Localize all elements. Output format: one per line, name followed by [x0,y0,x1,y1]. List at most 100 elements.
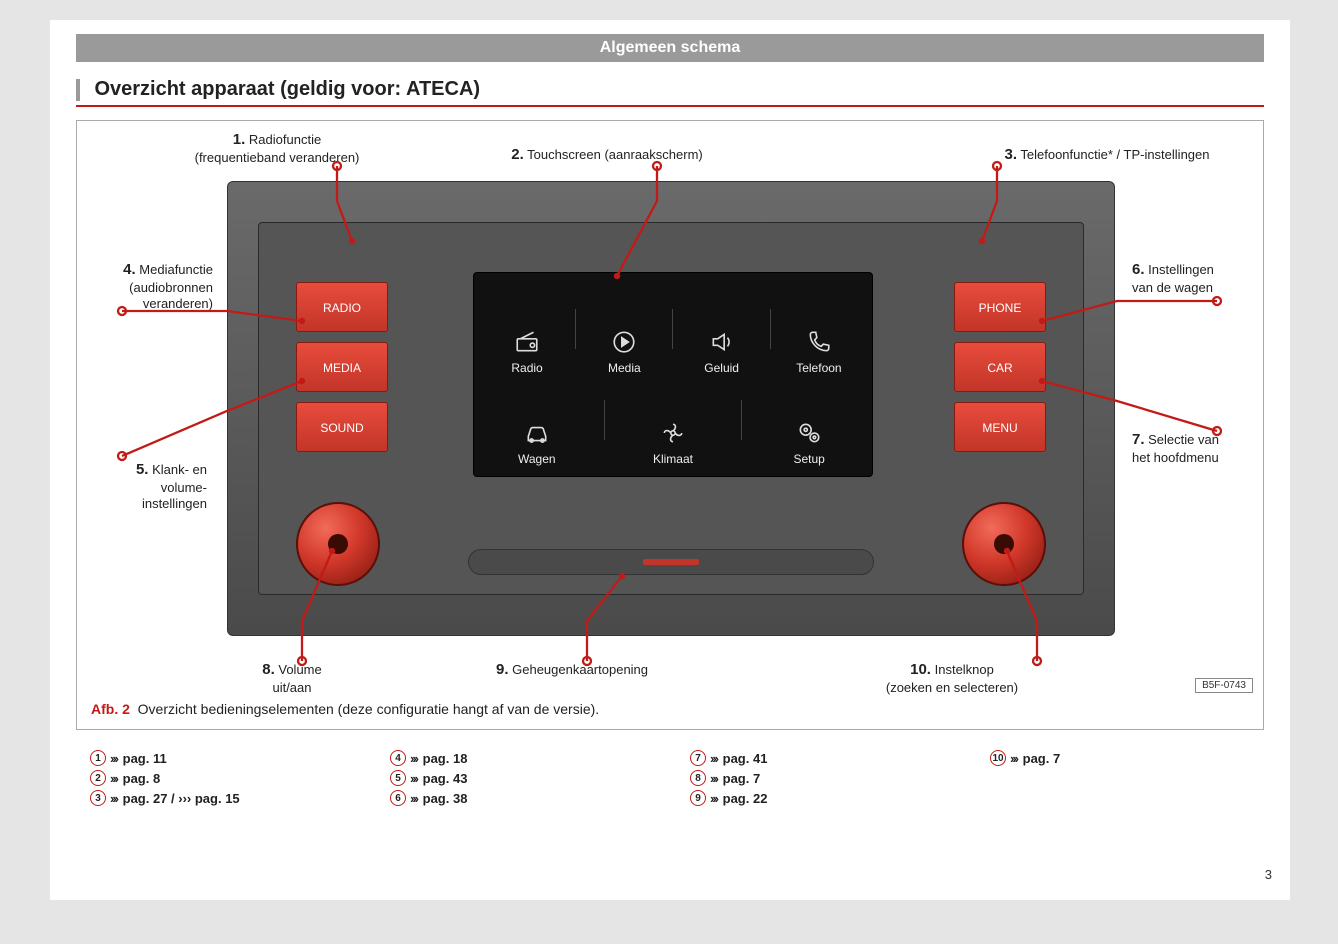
ref-number-circle: 9 [690,790,706,806]
screen-item-geluid[interactable]: Geluid [680,327,764,375]
page-ref: 2 ››› pag. 8 [90,770,240,786]
callout-4: 4. Mediafunctie(audiobronnenveranderen) [83,261,213,312]
manual-page: Algemeen schema Overzicht apparaat (geld… [50,20,1290,900]
media-button[interactable]: MEDIA [296,342,388,392]
ref-text: pag. 27 / ››› pag. 15 [123,791,240,806]
screen-row-1: Radio Media Geluid Telefoon [482,283,864,375]
ref-text: pag. 8 [123,771,161,786]
radio-icon [509,327,545,357]
heading-accent-bar [76,79,80,101]
screen-item-media[interactable]: Media [582,327,666,375]
ref-text: pag. 43 [423,771,468,786]
ref-column-1: 1 ››› pag. 11 2 ››› pag. 8 3 ››› pag. 27 / ››… [90,750,240,810]
screen-item-wagen[interactable]: Wagen [495,418,579,466]
ref-arrows-icon: ››› [710,771,717,786]
page-ref: 5 ››› pag. 43 [390,770,467,786]
screen-divider [741,400,742,440]
ref-arrows-icon: ››› [410,751,417,766]
screen-item-label: Media [582,361,666,375]
page-ref: 8 ››› pag. 7 [690,770,767,786]
ref-arrows-icon: ››› [110,751,117,766]
ref-arrows-icon: ››› [110,791,117,806]
ref-number-circle: 10 [990,750,1006,766]
page-ref: 6››› pag. 38 [390,790,467,806]
callout-8-text: Volumeuit/aan [272,662,321,695]
ref-text: pag. 7 [723,771,761,786]
screen-item-label: Telefoon [777,361,861,375]
ref-arrows-icon: ››› [110,771,117,786]
callout-10-text: Instelknop(zoeken en selecteren) [886,662,1018,695]
ref-column-2: 4 ››› pag. 18 5 ››› pag. 43 6››› pag. 38 [390,750,467,810]
section-heading: Overzicht apparaat (geldig voor: ATECA) [76,78,1264,107]
screen-item-label: Radio [485,361,569,375]
ref-text: pag. 11 [123,751,167,766]
ref-text: pag. 22 [723,791,768,806]
car-icon [519,418,555,448]
screen-divider [770,309,771,349]
screen-divider [604,400,605,440]
callout-1: 1. Radiofunctie(frequentieband verandere… [157,131,397,166]
screen-divider [672,309,673,349]
callout-10: 10. Instelknop(zoeken en selecteren) [837,661,1067,696]
radio-button[interactable]: RADIO [296,282,388,332]
page-header: Algemeen schema [76,34,1264,62]
speaker-icon [704,327,740,357]
figure-code: B5F-0743 [1195,678,1253,693]
sd-card-slot[interactable] [468,549,874,575]
ref-arrows-icon: ››› [710,751,717,766]
screen-divider [575,309,576,349]
figure-label-text: Overzicht bedieningselementen (deze conf… [138,701,600,717]
callout-7-text: Selectie vanhet hoofdmenu [1132,432,1219,465]
callout-7: 7. Selectie vanhet hoofdmenu [1132,431,1252,466]
page-ref: 1 ››› pag. 11 [90,750,240,766]
ref-arrows-icon: ››› [410,771,417,786]
page-number: 3 [1265,867,1272,882]
ref-number-circle: 3 [90,790,106,806]
ref-arrows-icon: ››› [1010,751,1017,766]
volume-knob[interactable] [296,502,380,586]
header-title: Algemeen schema [600,39,741,56]
ref-number-circle: 2 [90,770,106,786]
screen-item-label: Klimaat [631,452,715,466]
callout-3: 3. Telefoonfunctie* / TP-instellingen [957,146,1257,165]
callout-1-text: Radiofunctie(frequentieband veranderen) [195,132,360,165]
tune-knob[interactable] [962,502,1046,586]
callout-5: 5. Klank- envolume-instellingen [87,461,207,512]
screen-item-klimaat[interactable]: Klimaat [631,418,715,466]
phone-button[interactable]: PHONE [954,282,1046,332]
ref-number-circle: 1 [90,750,106,766]
screen-item-setup[interactable]: Setup [767,418,851,466]
ref-number-circle: 8 [690,770,706,786]
ref-number-circle: 7 [690,750,706,766]
screen-item-radio[interactable]: Radio [485,327,569,375]
page-ref: 3 ››› pag. 27 / ››› pag. 15 [90,790,240,806]
callout-3-text: Telefoonfunctie* / TP-instellingen [1020,147,1209,162]
screen-item-telefoon[interactable]: Telefoon [777,327,861,375]
callout-5-text: Klank- envolume-instellingen [142,462,207,511]
touchscreen[interactable]: Radio Media Geluid Telefoon Wagen Klimaat Set… [473,272,873,477]
figure-caption: Afb. 2 Overzicht bedieningselementen (de… [91,701,599,717]
figure-label-prefix: Afb. 2 [91,701,130,717]
callout-2: 2. Touchscreen (aanraakscherm) [457,146,757,165]
ref-number-circle: 4 [390,750,406,766]
callout-9: 9. Geheugenkaartopening [457,661,687,680]
callout-9-text: Geheugenkaartopening [512,662,648,677]
menu-button[interactable]: MENU [954,402,1046,452]
ref-text: pag. 18 [423,751,468,766]
ref-column-3: 7››› pag. 418››› pag. 79››› pag. 22 [690,750,767,810]
section-title: Overzicht apparaat (geldig voor: ATECA) [94,78,480,100]
figure-container: RADIO MEDIA SOUND PHONE CAR MENU Radio Me… [76,120,1264,730]
car-button[interactable]: CAR [954,342,1046,392]
fan-icon [655,418,691,448]
page-ref: 10 ››› pag. 7 [990,750,1060,766]
ref-text: pag. 7 [1023,751,1061,766]
screen-item-label: Setup [767,452,851,466]
screen-item-label: Geluid [680,361,764,375]
ref-number-circle: 6 [390,790,406,806]
phone-icon [801,327,837,357]
play-icon [606,327,642,357]
ref-number-circle: 5 [390,770,406,786]
sound-button[interactable]: SOUND [296,402,388,452]
ref-arrows-icon: ››› [710,791,717,806]
callout-2-text: Touchscreen (aanraakscherm) [527,147,703,162]
